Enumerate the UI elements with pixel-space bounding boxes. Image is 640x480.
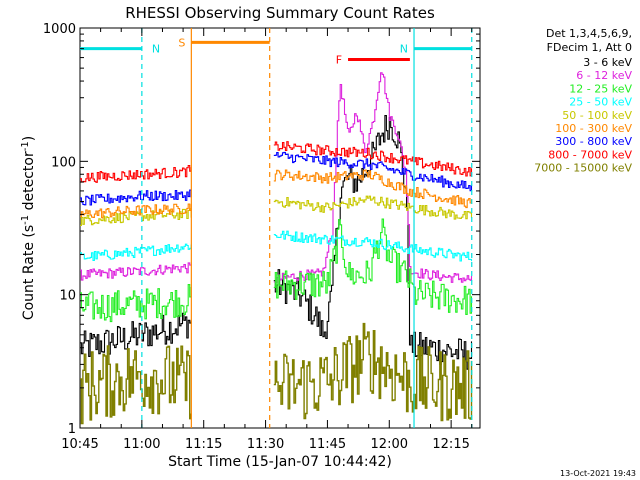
series-line-3-part1 (80, 284, 192, 323)
x-axis-title: Start Time (15-Jan-07 10:44:42) (168, 454, 392, 470)
footer-timestamp: 13-Oct-2021 19:43 (560, 469, 636, 478)
series-line-1-part1 (80, 312, 192, 357)
series-line-3-part2 (273, 218, 473, 315)
chart-title: RHESSI Observing Summary Count Rates (125, 4, 435, 22)
flag-label-n-1: N (152, 43, 160, 56)
x-tick-label-4: 11:30 (247, 437, 284, 452)
series-line-8-part1 (80, 164, 192, 183)
legend-entry-4: 25 - 50 keV (569, 96, 632, 109)
x-tick-label-3: 11:15 (185, 437, 222, 452)
y-axis-title-part1: Count Rate (s (21, 225, 37, 320)
flag-label-f-4: F (336, 54, 342, 67)
x-tick-label-2: 11:00 (123, 437, 160, 452)
legend: Det 1,3,4,5,6,9, FDecim 1, Att 0 3 - 6 k… (534, 27, 632, 175)
legend-entry-9: 7000 - 15000 keV (534, 162, 632, 175)
y-axis-title-sup1: -1 (20, 215, 31, 225)
x-tick-label-5: 11:45 (309, 437, 346, 452)
flag-label-n-2: N (400, 43, 408, 56)
flag-layer: N N S F (80, 28, 473, 428)
series-line-6-part1 (80, 203, 192, 219)
x-tick-label-6: 12:00 (371, 437, 408, 452)
y-tick-label-4: 1000 (43, 22, 76, 37)
series-line-4-part2 (273, 230, 473, 262)
flag-label-s-3: S (178, 36, 185, 49)
series-line-4-part1 (80, 243, 192, 261)
legend-entry-7: 300 - 800 keV (555, 135, 632, 148)
y-tick-label-2: 10 (59, 289, 76, 304)
legend-entry-5: 50 - 100 keV (562, 109, 632, 122)
series-line-6-part2 (273, 169, 473, 209)
plot-area (79, 27, 481, 429)
series-line-7-part2 (273, 151, 473, 192)
y-tick-label-1: 1 (68, 422, 76, 437)
legend-entry-3: 12 - 25 keV (569, 82, 632, 95)
legend-entry-8: 800 - 7000 keV (548, 148, 632, 161)
y-axis-title: Count Rate (s-1 detector-1) (20, 136, 37, 320)
series-line-1-part2 (273, 115, 473, 370)
x-tick-label-1: 10:45 (61, 437, 98, 452)
series-line-9-part1 (80, 345, 192, 425)
y-axis-title-part3: ) (21, 136, 37, 141)
y-tick-label-3: 100 (51, 155, 76, 170)
series-layer (80, 72, 473, 425)
legend-entry-1: 3 - 6 keV (583, 56, 632, 69)
series-line-8-part2 (273, 141, 473, 177)
legend-header-1: Det 1,3,4,5,6,9, (546, 27, 632, 40)
series-line-7-part1 (80, 189, 192, 206)
y-axis-title-sup2: -1 (20, 141, 31, 151)
series-line-2-part2 (273, 72, 473, 283)
x-tick-label-7: 12:15 (432, 437, 469, 452)
series-line-2-part1 (80, 262, 192, 281)
legend-header-2: FDecim 1, Att 0 (547, 41, 632, 54)
legend-entry-6: 100 - 300 keV (555, 122, 632, 135)
series-line-5-part2 (273, 195, 473, 220)
axis-layer: 10:45 11:00 11:15 11:30 11:45 12:00 12:15 1 10 10… (43, 22, 480, 452)
y-axis-title-part2: detector (21, 151, 37, 215)
legend-entry-2: 6 - 12 keV (576, 69, 632, 82)
series-line-9-part2 (273, 322, 473, 422)
series-line-5-part1 (80, 208, 192, 226)
